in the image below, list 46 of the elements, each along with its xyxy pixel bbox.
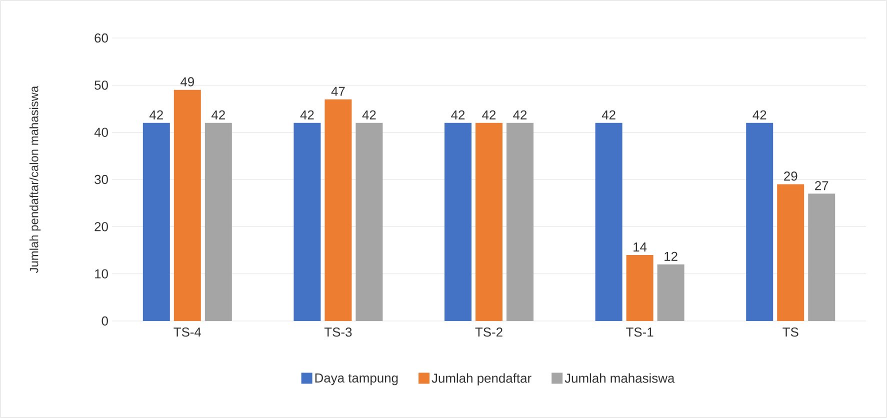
legend-label: Jumlah pendaftar (432, 373, 532, 386)
bar (444, 122, 472, 321)
data-label: 42 (211, 110, 225, 120)
bar (657, 264, 684, 321)
x-tick-label: TS-2 (475, 328, 502, 337)
data-label: 42 (149, 110, 163, 120)
data-label: 29 (784, 172, 798, 181)
bar (808, 194, 836, 321)
y-tick-label: 40 (94, 128, 108, 137)
x-tick-label: TS-3 (324, 328, 352, 337)
y-tick-label: 10 (95, 269, 108, 278)
bar (595, 122, 622, 321)
bar (746, 122, 774, 321)
data-label: 42 (362, 110, 376, 120)
y-tick-label: 30 (94, 174, 108, 184)
x-tick-label: TS-1 (626, 328, 654, 337)
bar (626, 254, 654, 321)
bar (324, 99, 352, 321)
data-label: 12 (664, 252, 678, 261)
data-label: 42 (513, 110, 527, 120)
bar (204, 122, 232, 321)
data-label: 42 (300, 110, 314, 120)
y-axis-title: Jumlah pendaftar/calon mahasiswa (29, 86, 41, 274)
data-label: 14 (634, 242, 647, 252)
x-tick-label: TS (782, 328, 798, 337)
bar (356, 122, 383, 321)
bar (506, 122, 534, 321)
y-tick-label: 50 (94, 80, 108, 90)
x-tick-label: TS-4 (174, 328, 202, 337)
bar (294, 122, 321, 321)
bar (174, 90, 201, 321)
data-label: 47 (331, 86, 345, 96)
y-tick-label: 0 (102, 316, 108, 326)
y-tick-label: 20 (94, 222, 108, 232)
legend-label: Daya tampung (315, 374, 398, 386)
data-label: 42 (752, 110, 766, 120)
y-tick-label: 60 (94, 33, 108, 43)
data-label: 42 (482, 110, 496, 120)
bar (142, 122, 170, 321)
legend-label: Jumlah mahasiswa (564, 373, 675, 383)
data-label: 42 (451, 110, 465, 120)
data-label: 27 (815, 181, 828, 190)
data-label: 49 (180, 77, 194, 86)
bar (476, 122, 503, 321)
bar (777, 184, 804, 321)
data-label: 42 (602, 110, 616, 120)
